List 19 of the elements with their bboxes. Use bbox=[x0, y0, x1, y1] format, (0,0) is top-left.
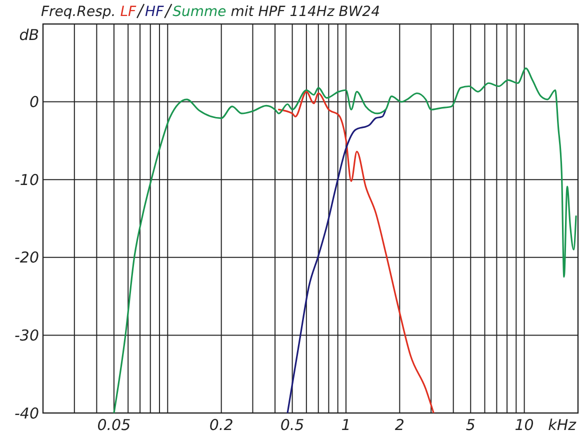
y-axis-title: dB bbox=[19, 26, 39, 44]
x-tick-label: 0.5 bbox=[280, 416, 304, 433]
y-tick-label: -10 bbox=[14, 170, 39, 189]
y-tick-label: -20 bbox=[14, 248, 39, 267]
text: LF bbox=[120, 4, 137, 20]
chart-title: Freq.Resp. bbox=[41, 4, 120, 20]
x-tick-label: 5 bbox=[466, 416, 476, 433]
chart-subtitle: mit HPF 114Hz BW24 bbox=[226, 4, 380, 20]
y-tick-label: 0 bbox=[29, 93, 39, 112]
x-tick-label: 0.05 bbox=[97, 416, 131, 433]
x-axis-title: kHz bbox=[548, 416, 578, 433]
text: Summe bbox=[172, 4, 226, 20]
x-tick-label: 1 bbox=[341, 416, 351, 433]
y-tick-label: -40 bbox=[14, 404, 39, 422]
x-tick-label: 2 bbox=[394, 416, 404, 433]
text: HF bbox=[145, 4, 165, 20]
x-tick-label: 0.2 bbox=[209, 416, 234, 433]
y-tick-label: -30 bbox=[14, 326, 39, 344]
x-tick-label: 10 bbox=[514, 416, 534, 433]
